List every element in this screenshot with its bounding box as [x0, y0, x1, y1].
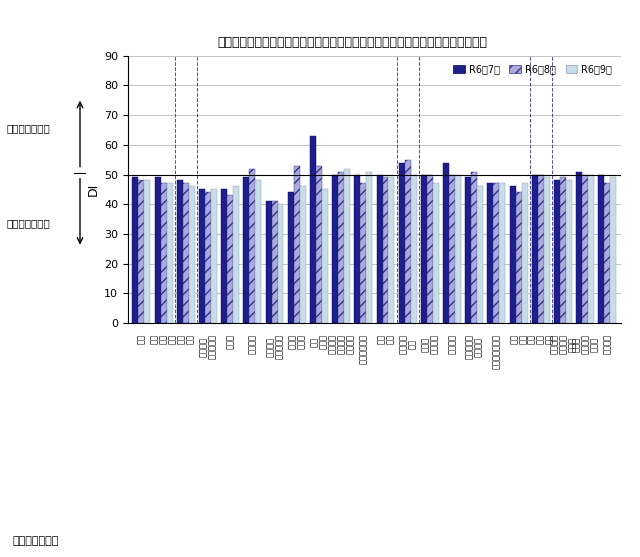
Bar — [433, 183, 439, 323]
Bar — [605, 183, 611, 323]
Bar — [227, 196, 233, 323]
Bar — [294, 165, 300, 323]
Bar — [582, 174, 588, 323]
Text: （出所）内閣府: （出所）内閣府 — [13, 536, 59, 546]
Text: 家計
動向
関連: 家計 動向 関連 — [150, 334, 177, 344]
Bar — [355, 174, 360, 323]
Text: 乗用車・
自動車備
品販売店: 乗用車・ 自動車備 品販売店 — [328, 334, 355, 354]
Bar — [516, 192, 522, 323]
Text: コンビニ
エンストア: コンビニ エンストア — [266, 334, 284, 359]
Bar — [411, 174, 417, 323]
Bar — [332, 174, 338, 323]
Text: 内閣府：景気ウォッチャー調査：分野・業種別景気現状判断（方向性／原数値）: 内閣府：景気ウォッチャー調査：分野・業種別景気現状判断（方向性／原数値） — [217, 36, 487, 49]
Text: 商店街・
一般小売店: 商店街・ 一般小売店 — [199, 334, 217, 359]
Bar — [138, 180, 144, 323]
Text: 「良くなる」超: 「良くなる」超 — [6, 123, 50, 133]
Bar — [566, 180, 572, 323]
Bar — [399, 163, 404, 323]
Text: 小売
関連: 小売 関連 — [177, 334, 195, 344]
Bar — [199, 189, 205, 323]
Bar — [177, 180, 182, 323]
Bar — [488, 183, 493, 323]
Bar — [576, 172, 582, 323]
Bar — [221, 189, 227, 323]
Bar — [344, 169, 350, 323]
Bar — [154, 178, 161, 323]
Bar — [611, 178, 616, 323]
Bar — [493, 183, 499, 323]
Text: 家電
販売店: 家電 販売店 — [310, 334, 328, 349]
Bar — [588, 174, 595, 323]
Text: 衣料品
専門店: 衣料品 専門店 — [288, 334, 306, 349]
Text: レジャー・
施設関連: レジャー・ 施設関連 — [465, 334, 483, 359]
Bar — [509, 187, 516, 323]
Bar — [322, 189, 328, 323]
Text: 企業
動向
関連: 企業 動向 関連 — [527, 334, 554, 344]
Bar — [288, 192, 294, 323]
Bar — [255, 180, 261, 323]
Y-axis label: DI: DI — [87, 183, 100, 196]
Bar — [427, 174, 433, 323]
Text: 「悪くなる」超: 「悪くなる」超 — [6, 218, 50, 228]
Bar — [310, 136, 316, 323]
Text: 旅行・
交通関連: 旅行・ 交通関連 — [421, 334, 439, 354]
Bar — [465, 178, 471, 323]
Bar — [443, 163, 449, 323]
Bar — [144, 180, 150, 323]
Bar — [266, 201, 271, 323]
Bar — [182, 183, 189, 323]
Bar — [388, 178, 394, 323]
Bar — [554, 180, 560, 323]
Bar — [538, 174, 544, 323]
Bar — [404, 160, 411, 323]
Bar — [166, 183, 173, 323]
Bar — [300, 187, 306, 323]
Bar — [316, 165, 322, 323]
Bar — [544, 178, 550, 323]
Bar — [383, 178, 388, 323]
Bar — [376, 174, 383, 323]
Bar — [360, 183, 366, 323]
Bar — [250, 169, 255, 323]
Bar — [598, 174, 605, 323]
Text: その他小売店: その他小売店 — [359, 334, 368, 364]
Bar — [532, 174, 538, 323]
Legend: R6年7月, R6年8月, R6年9月: R6年7月, R6年8月, R6年9月 — [449, 61, 616, 79]
Bar — [455, 174, 461, 323]
Text: スーパー: スーパー — [248, 334, 257, 354]
Bar — [161, 183, 166, 323]
Bar — [560, 178, 566, 323]
Text: 雇用関連: 雇用関連 — [603, 334, 612, 354]
Bar — [211, 189, 217, 323]
Text: 非製造業
経営者・
従業員: 非製造業 経営者・ 従業員 — [550, 334, 577, 354]
Bar — [278, 204, 284, 323]
Bar — [477, 187, 483, 323]
Bar — [421, 174, 427, 323]
Bar — [205, 192, 211, 323]
Text: その他サービス: その他サービス — [492, 334, 501, 369]
Bar — [449, 174, 455, 323]
Text: 住宅
関連: 住宅 関連 — [509, 334, 528, 344]
Text: 百貨店: 百貨店 — [226, 334, 235, 349]
Bar — [522, 183, 527, 323]
Text: 合計: 合計 — [137, 334, 146, 344]
Text: 通信会社: 通信会社 — [447, 334, 456, 354]
Bar — [271, 201, 278, 323]
Bar — [243, 178, 250, 323]
Text: サービス
関連: サービス 関連 — [399, 334, 417, 354]
Bar — [338, 172, 344, 323]
Bar — [499, 183, 506, 323]
Bar — [471, 172, 477, 323]
Bar — [233, 187, 239, 323]
Bar — [189, 187, 195, 323]
Bar — [366, 172, 372, 323]
Bar — [132, 178, 138, 323]
Text: 製造楫
経営者・
従業員: 製造楫 経営者・ 従業員 — [572, 334, 599, 354]
Text: 飲食
関連: 飲食 関連 — [376, 334, 394, 344]
